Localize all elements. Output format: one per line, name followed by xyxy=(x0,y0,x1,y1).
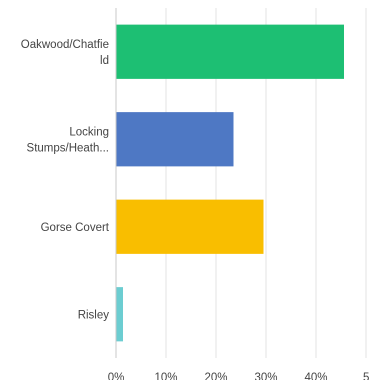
x-tick-label: 20% xyxy=(204,372,227,380)
x-axis-ticks: 0% 10% 20% 30% 40% 5 xyxy=(108,372,370,380)
bar xyxy=(116,24,344,79)
x-tick-label: 30% xyxy=(254,372,277,380)
bar xyxy=(116,199,264,254)
category-label: Risley xyxy=(78,309,110,321)
x-tick-label: 0% xyxy=(108,372,125,380)
bar xyxy=(116,287,123,342)
bar xyxy=(116,112,234,167)
category-labels: Oakwood/Chatfie ld Locking Stumps/Heath... G… xyxy=(21,39,110,322)
x-tick-label: 5 xyxy=(363,372,369,380)
category-label: Locking Stumps/Heath... xyxy=(27,126,109,154)
bars xyxy=(116,24,344,342)
x-tick-label: 40% xyxy=(304,372,327,380)
category-label: Gorse Covert xyxy=(41,222,110,234)
x-tick-label: 10% xyxy=(154,372,177,380)
category-label: Oakwood/Chatfie ld xyxy=(21,39,109,67)
